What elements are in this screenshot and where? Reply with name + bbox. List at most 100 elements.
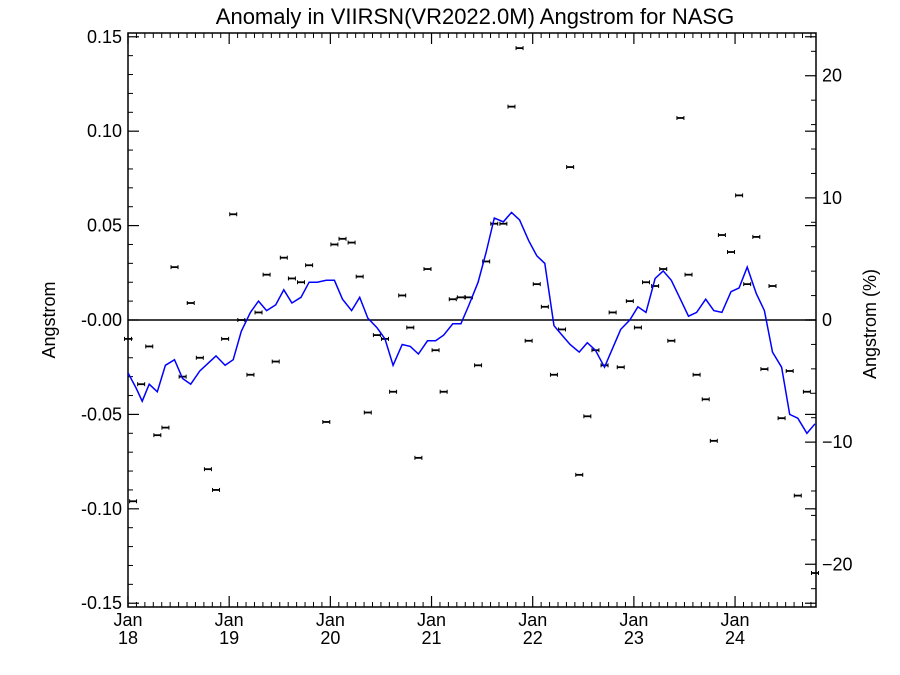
data-point: [768, 284, 777, 289]
data-point: [717, 233, 726, 238]
data-point: [124, 336, 132, 341]
data-point: [398, 293, 407, 298]
data-point: [777, 416, 786, 421]
data-point: [246, 372, 255, 377]
data-point: [305, 263, 314, 268]
data-point: [195, 355, 204, 360]
data-point: [625, 299, 634, 304]
x-tick-year: 19: [219, 628, 239, 648]
x-tick-month: Jan: [215, 610, 244, 630]
data-point: [515, 46, 524, 51]
data-point: [507, 104, 516, 109]
data-point: [684, 272, 693, 277]
data-point: [414, 455, 423, 460]
data-point: [229, 212, 238, 217]
data-point: [667, 338, 676, 343]
data-point: [608, 310, 617, 315]
data-point: [456, 295, 465, 300]
x-tick-year: 23: [624, 628, 644, 648]
data-point: [355, 274, 364, 279]
y2-axis-label: Angstrom (%): [860, 269, 880, 379]
data-point: [490, 221, 499, 226]
data-point: [676, 115, 685, 120]
data-point: [203, 467, 212, 472]
y-tick-label: 0.05: [87, 216, 122, 236]
data-point: [642, 280, 651, 285]
anomaly-points: [124, 46, 819, 576]
data-point: [549, 372, 558, 377]
data-point: [271, 359, 280, 364]
y2-axis-ticks: 20 10 0 −10 −20: [805, 50, 853, 590]
data-point: [297, 280, 306, 285]
data-point: [439, 389, 448, 394]
x-tick-year: 20: [320, 628, 340, 648]
y2-tick-label: 10: [822, 188, 842, 208]
y2-tick-label: −20: [822, 554, 853, 574]
x-tick-year: 24: [725, 628, 745, 648]
data-point: [363, 410, 372, 415]
x-tick-month: Jan: [721, 610, 750, 630]
data-point: [793, 493, 802, 498]
data-point: [431, 348, 440, 353]
data-point: [347, 240, 356, 245]
data-point: [802, 389, 811, 394]
x-tick-year: 22: [523, 628, 543, 648]
data-point: [279, 255, 288, 260]
y2-tick-label: −10: [822, 432, 853, 452]
y-axis-ticks: 0.15 0.10 0.05 -0.00 -0.05 -0.10 -0.15: [81, 27, 816, 613]
data-point: [499, 221, 508, 226]
data-point: [575, 472, 584, 477]
data-point: [153, 433, 162, 438]
y-tick-label: -0.00: [81, 310, 122, 330]
chart-title: Anomaly in VIIRSN(VR2022.0M) Angstrom fo…: [216, 4, 734, 29]
data-point: [423, 267, 432, 272]
data-point: [448, 297, 457, 302]
y-tick-label: -0.15: [81, 593, 122, 613]
x-tick-month: Jan: [518, 610, 547, 630]
data-point: [137, 382, 146, 387]
data-point: [178, 374, 187, 379]
data-point: [212, 487, 221, 492]
data-point: [406, 325, 415, 330]
data-point: [701, 397, 710, 402]
y-tick-label: -0.05: [81, 404, 122, 424]
data-point: [338, 236, 347, 241]
data-point: [743, 282, 752, 287]
data-point: [760, 367, 769, 372]
data-point: [186, 301, 195, 306]
plot-area: 0.15 0.10 0.05 -0.00 -0.05 -0.10 -0.15 20 10 0 −1…: [81, 27, 853, 648]
x-tick-month: Jan: [619, 610, 648, 630]
data-point: [287, 276, 296, 281]
data-point: [262, 272, 271, 277]
y2-tick-label: 20: [822, 66, 842, 86]
data-point: [727, 250, 736, 255]
data-point: [785, 368, 794, 373]
data-point: [389, 389, 398, 394]
data-point: [709, 438, 718, 443]
data-point: [237, 318, 246, 322]
x-tick-year: 21: [422, 628, 442, 648]
data-point: [254, 310, 263, 315]
data-point: [616, 365, 625, 370]
data-point: [170, 265, 179, 270]
y-axis-label: Angstrom: [39, 281, 59, 358]
y2-tick-label: 0: [822, 310, 832, 330]
data-point: [129, 499, 138, 504]
data-point: [330, 242, 339, 247]
data-point: [583, 414, 592, 419]
data-point: [221, 336, 230, 341]
y-tick-label: -0.10: [81, 499, 122, 519]
x-tick-month: Jan: [113, 610, 142, 630]
data-point: [692, 372, 701, 377]
data-point: [474, 363, 483, 368]
data-point: [145, 344, 154, 349]
series-line: [127, 211, 816, 435]
data-point: [735, 193, 744, 198]
x-tick-month: Jan: [417, 610, 446, 630]
data-point: [532, 282, 541, 287]
x-tick-year: 18: [118, 628, 138, 648]
x-tick-month: Jan: [316, 610, 345, 630]
data-point: [540, 304, 549, 309]
